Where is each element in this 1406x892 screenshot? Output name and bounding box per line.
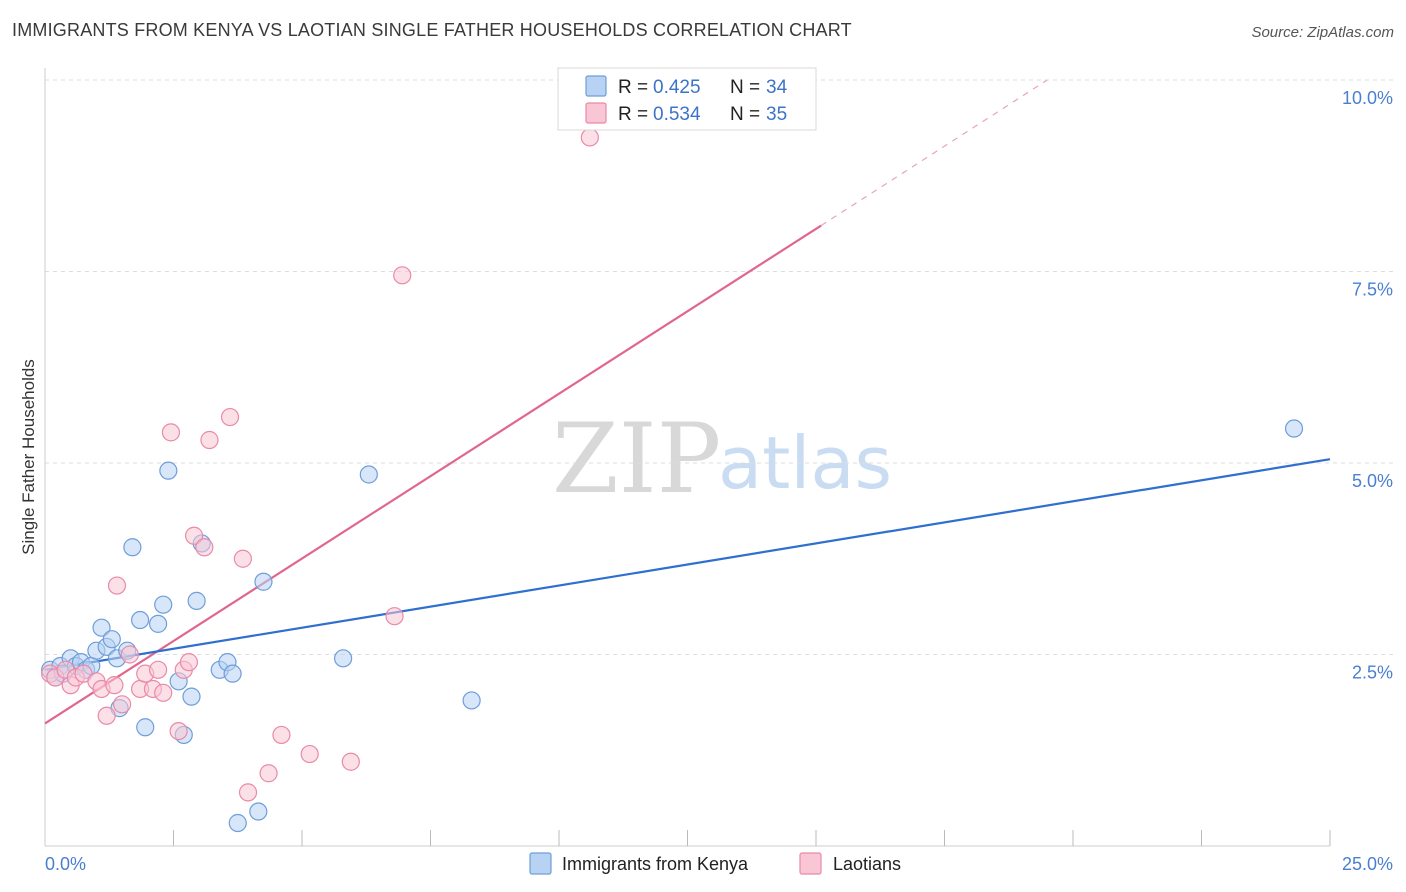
legend-r-label-kenya: R = [618, 77, 648, 98]
kenya-point[interactable] [136, 718, 155, 737]
bottom-legend-swatch-laotian[interactable] [799, 852, 822, 875]
laotian-point[interactable] [105, 676, 124, 695]
kenya-point[interactable] [148, 614, 168, 633]
kenya-point[interactable] [223, 664, 242, 683]
kenya-point[interactable] [254, 572, 273, 591]
kenya-point[interactable] [462, 691, 481, 710]
bottom-legend: Immigrants from Kenya Laotians [529, 852, 901, 875]
laotian-point[interactable] [385, 607, 404, 626]
x-tick-label-max: 25.0% [1342, 854, 1393, 874]
top-legend: R = 0.425 N = 34 R = 0.534 N = 35 [557, 67, 817, 131]
legend-r-label-laotian: R = [618, 104, 648, 125]
kenya-point[interactable] [102, 630, 121, 649]
legend-r-value-kenya: 0.425 [653, 77, 701, 98]
laotian-point[interactable] [580, 128, 599, 147]
laotian-point[interactable] [238, 783, 258, 802]
kenya-point[interactable] [187, 591, 206, 610]
laotian-point[interactable] [259, 764, 278, 783]
bottom-legend-label-kenya[interactable]: Immigrants from Kenya [562, 854, 749, 874]
laotian-point[interactable] [272, 725, 291, 745]
laotian-point[interactable] [148, 660, 168, 679]
x-tick-label-min: 0.0% [45, 854, 86, 874]
bottom-legend-swatch-kenya[interactable] [529, 852, 552, 875]
laotian-point[interactable] [161, 423, 181, 442]
y-tick-label: 5.0% [1352, 471, 1393, 491]
laotian-point[interactable] [220, 407, 240, 427]
kenya-point[interactable] [334, 649, 353, 668]
kenya-point[interactable] [182, 687, 201, 706]
kenya-point[interactable] [1284, 419, 1304, 438]
laotian-point[interactable] [233, 549, 252, 568]
laotian-point[interactable] [120, 645, 139, 664]
y-tick-label: 10.0% [1342, 88, 1393, 108]
y-tick-label: 2.5% [1352, 663, 1393, 683]
kenya-point[interactable] [123, 538, 142, 557]
legend-swatch-laotian [585, 102, 607, 124]
source-credit: Source: ZipAtlas.com [1251, 24, 1394, 41]
x-axis-ticks [173, 830, 1331, 846]
y-axis-label: Single Father Households [19, 359, 38, 555]
y-tick-label: 7.5% [1352, 280, 1393, 300]
kenya-point[interactable] [228, 813, 247, 833]
legend-r-value-laotian: 0.534 [653, 104, 701, 125]
legend-n-label-laotian: N = [730, 104, 760, 125]
y-tick-labels: 2.5% 5.0% 7.5% 10.0% [1342, 88, 1393, 683]
laotian-trend-line [44, 224, 822, 725]
laotian-point[interactable] [200, 430, 219, 450]
laotian-point[interactable] [179, 653, 199, 672]
kenya-trend-line [44, 458, 1331, 671]
watermark: ZIP atlas [552, 403, 892, 515]
kenya-point[interactable] [154, 595, 173, 614]
kenya-point[interactable] [359, 465, 378, 484]
legend-swatch-kenya [585, 75, 607, 97]
laotian-point[interactable] [300, 744, 319, 764]
laotian-point[interactable] [97, 706, 116, 725]
watermark-zip: ZIP [552, 403, 721, 515]
legend-n-label-kenya: N = [730, 77, 760, 98]
kenya-point[interactable] [159, 461, 178, 480]
laotian-point[interactable] [169, 721, 188, 741]
laotian-points [41, 128, 599, 802]
legend-n-value-kenya: 34 [766, 77, 788, 98]
laotian-trend-extension [820, 79, 1048, 227]
kenya-point[interactable] [92, 618, 111, 637]
laotian-point[interactable] [107, 576, 127, 595]
laotian-point[interactable] [341, 752, 360, 771]
legend-n-value-laotian: 35 [766, 104, 787, 125]
kenya-point[interactable] [249, 802, 268, 821]
laotian-point[interactable] [195, 538, 214, 557]
gridlines [45, 79, 1393, 655]
bottom-legend-label-laotian[interactable]: Laotians [833, 854, 901, 874]
laotian-point[interactable] [393, 266, 412, 285]
chart-title: IMMIGRANTS FROM KENYA VS LAOTIAN SINGLE … [12, 20, 852, 40]
laotian-point[interactable] [184, 526, 204, 545]
laotian-point[interactable] [154, 683, 173, 702]
laotian-point[interactable] [112, 695, 132, 714]
kenya-point[interactable] [130, 610, 150, 630]
